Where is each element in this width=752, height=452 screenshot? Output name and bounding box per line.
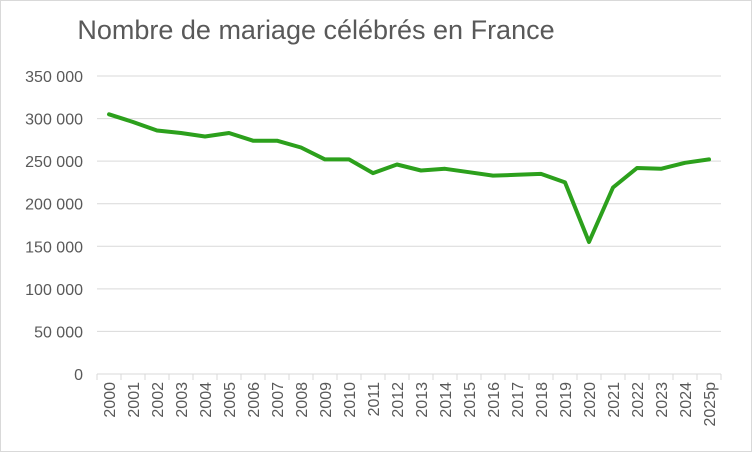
x-tick-label: 2019 — [558, 382, 575, 418]
x-tick-label: 2016 — [486, 382, 503, 418]
x-tick-label: 2012 — [390, 382, 407, 418]
x-tick-label: 2022 — [630, 382, 647, 418]
y-tick-label: 250 000 — [25, 154, 83, 171]
gridlines — [97, 75, 721, 332]
x-tick-label: 2018 — [534, 382, 551, 418]
chart-title: Nombre de mariage célébrés en France — [1, 15, 751, 46]
x-tick-label: 2004 — [198, 382, 215, 418]
x-tick-label: 2008 — [294, 382, 311, 418]
x-tick-label: 2003 — [174, 382, 191, 418]
y-axis-ticks: 0 50 000 100 000 150 000 200 000 250 000 300 0… — [25, 69, 83, 384]
y-tick-label: 350 000 — [25, 69, 83, 86]
x-tick-label: 2013 — [414, 382, 431, 418]
x-tick-label: 2005 — [222, 382, 239, 418]
y-tick-label: 300 000 — [25, 112, 83, 129]
y-tick-label: 200 000 — [25, 197, 83, 214]
chart-title-text: Nombre de mariage célébrés en France — [77, 15, 555, 45]
y-tick-label: 100 000 — [25, 282, 83, 299]
y-tick-label: 150 000 — [25, 239, 83, 256]
y-tick-label: 50 000 — [34, 324, 83, 341]
x-tick-label: 2021 — [606, 382, 623, 418]
x-tick-label: 2006 — [246, 382, 263, 418]
x-tick-label: 2010 — [342, 382, 359, 418]
x-tick-label: 2000 — [102, 382, 119, 418]
x-tick-label: 2017 — [510, 382, 527, 418]
series-line — [107, 112, 711, 244]
x-tick-label: 2015 — [462, 382, 479, 418]
x-tick-label: 2020 — [582, 382, 599, 418]
series-group — [107, 112, 711, 244]
x-tick-label: 2014 — [438, 382, 455, 418]
x-tick-label: 2009 — [318, 382, 335, 418]
x-tick-label: 2024 — [678, 382, 695, 418]
x-axis — [96, 373, 722, 380]
x-tick-label: 2023 — [654, 382, 671, 418]
x-tick-label: 2007 — [270, 382, 287, 418]
x-tick-label: 2025p — [702, 382, 719, 427]
x-axis-ticks: 2000 2001 2002 2003 2004 2005 2006 2007 2008 2009… — [102, 382, 719, 427]
x-tick-label: 2011 — [366, 382, 383, 417]
x-tick-label: 2001 — [126, 382, 143, 418]
x-tick-label: 2002 — [150, 382, 167, 418]
y-tick-label: 0 — [74, 367, 83, 384]
